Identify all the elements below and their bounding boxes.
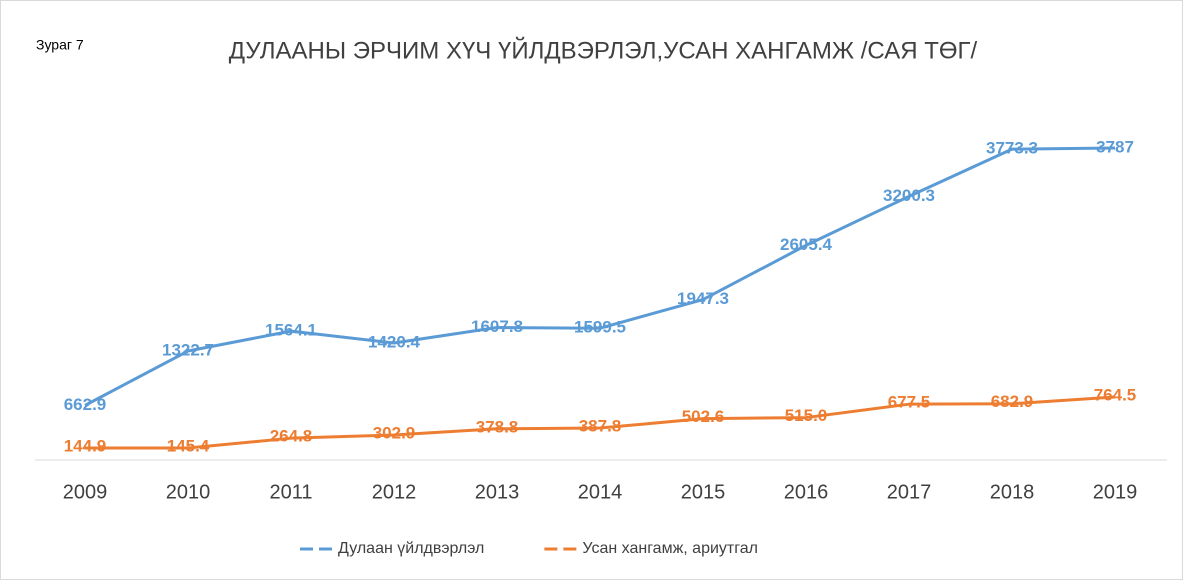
caption: Зураг 7 <box>36 37 84 53</box>
x-tick-label: 2012 <box>372 481 417 503</box>
data-label: 387.8 <box>579 417 622 436</box>
data-label: 1420.4 <box>368 332 421 351</box>
x-tick-label: 2016 <box>784 481 829 503</box>
data-label: 764.5 <box>1094 385 1137 404</box>
data-label: 264.8 <box>270 427 313 446</box>
data-label: 1947.3 <box>677 289 729 308</box>
x-tick-label: 2019 <box>1093 481 1138 503</box>
series-line <box>84 395 1116 450</box>
data-label: 2605.4 <box>780 235 833 254</box>
series-line <box>84 146 1116 407</box>
data-label: 1599.5 <box>574 318 626 337</box>
data-label: 1564.1 <box>265 321 317 340</box>
legend-label: Дулаан үйлдвэрлэл <box>338 540 484 557</box>
data-label: 1322.7 <box>162 341 214 360</box>
x-tick-label: 2010 <box>166 481 211 503</box>
x-tick-label: 2017 <box>887 481 932 503</box>
x-tick-label: 2018 <box>990 481 1035 503</box>
data-label: 3773.3 <box>986 139 1038 158</box>
data-label: 1607.8 <box>471 317 523 336</box>
legend-label: Усан хангамж, ариутгал <box>582 540 758 557</box>
x-tick-label: 2009 <box>63 481 108 503</box>
data-label: 302.9 <box>373 424 416 443</box>
x-tick-label: 2011 <box>269 481 312 503</box>
x-tick-label: 2014 <box>578 481 623 503</box>
data-label: 145.4 <box>167 437 210 456</box>
data-label: 682.9 <box>991 392 1034 411</box>
data-label: 144.9 <box>64 437 107 456</box>
data-label: 3200.3 <box>883 186 935 205</box>
x-tick-label: 2013 <box>475 481 520 503</box>
data-label: 662.9 <box>64 395 107 414</box>
chart-title: ДУЛААНЫ ЭРЧИМ ХҮЧ ҮЙЛДВЭРЛЭЛ,УСАН ХАНГАМ… <box>229 36 978 64</box>
data-label: 378.8 <box>476 417 519 436</box>
x-tick-label: 2015 <box>681 481 726 503</box>
data-label: 515.0 <box>785 406 828 425</box>
data-label: 3787 <box>1096 137 1134 156</box>
data-label: 677.5 <box>888 393 931 412</box>
data-label: 502.6 <box>682 407 725 426</box>
